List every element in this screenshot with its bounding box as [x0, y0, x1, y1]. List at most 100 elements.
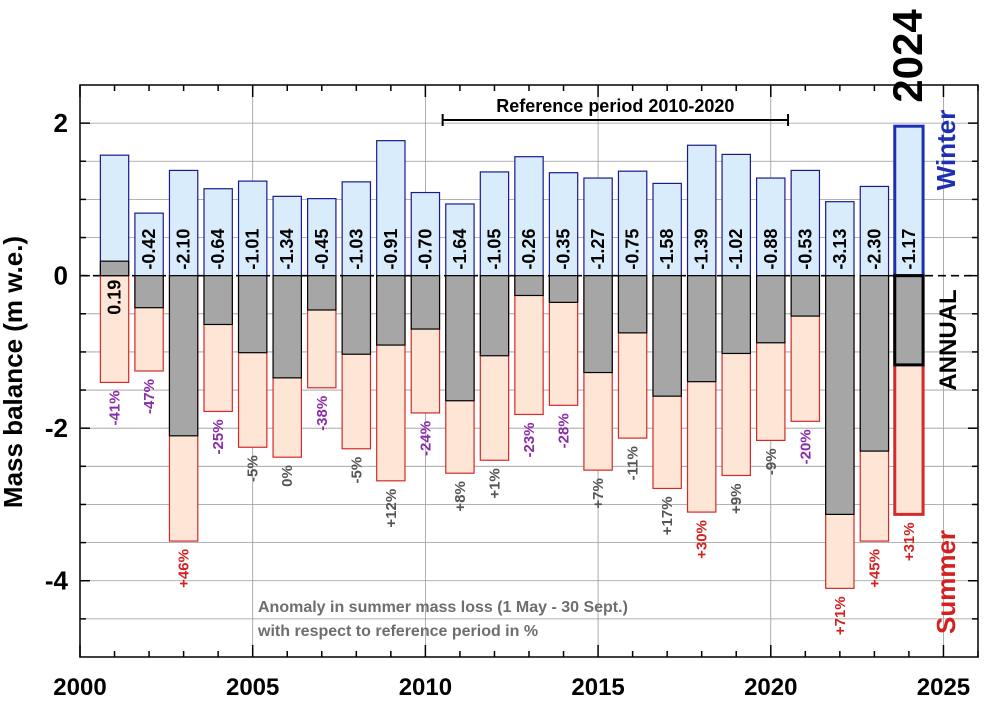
reference-period-label: Reference period 2010-2020	[496, 96, 734, 116]
annual-value-label: -2.10	[174, 229, 194, 270]
annual-bar-2003	[168, 275, 199, 437]
legend-winter: Winter	[931, 110, 961, 191]
x-tick-label: 2015	[571, 674, 624, 701]
annual-bar-2012	[479, 275, 510, 357]
annual-value-label: -0.70	[415, 229, 435, 270]
annual-bar-2010	[410, 275, 441, 330]
annual-value-label: -1.39	[692, 229, 712, 270]
annual-value-label: -1.02	[726, 229, 746, 270]
annual-bar-2016	[617, 275, 648, 334]
y-tick-label: 0	[54, 261, 68, 291]
annual-value-label: -1.34	[277, 229, 297, 270]
annual-value-label: -1.17	[899, 229, 919, 270]
anomaly-label: -5%	[245, 455, 262, 482]
anomaly-label: -24%	[417, 421, 434, 456]
annual-value-label: -0.75	[623, 229, 643, 270]
anomaly-label: -25%	[210, 419, 227, 454]
annual-bar-2011	[445, 275, 475, 402]
annual-value-label: -2.30	[864, 229, 884, 270]
annual-bar-2019	[721, 275, 751, 355]
anomaly-label: -11%	[625, 446, 642, 480]
annual-value-label: 0.19	[105, 280, 125, 315]
annual-bar-2007	[307, 275, 337, 311]
legend-summer: Summer	[931, 530, 961, 634]
y-tick-label: 2	[54, 108, 68, 138]
anomaly-label: +9%	[728, 483, 745, 513]
annual-value-label: -1.01	[243, 229, 263, 270]
anomaly-label: +8%	[452, 481, 469, 511]
annual-value-label: -0.91	[381, 229, 401, 270]
anomaly-label: +71%	[832, 596, 849, 635]
annotation-line-2: with respect to reference period in %	[257, 623, 538, 640]
annual-bar-2014	[548, 275, 579, 303]
anomaly-label: -9%	[763, 448, 780, 475]
winter-bar-2011	[445, 203, 475, 277]
anomaly-label: 0%	[279, 465, 296, 487]
winter-bar-2014	[548, 172, 579, 277]
anomaly-label: +1%	[486, 468, 503, 498]
x-tick-label: 2020	[744, 674, 797, 701]
bars	[99, 124, 925, 589]
x-tick-label: 2025	[917, 674, 970, 701]
winter-bar-2010	[410, 191, 441, 277]
annual-value-label: -1.03	[346, 229, 366, 270]
annual-bar-2008	[341, 275, 372, 355]
annual-value-label: -1.05	[484, 229, 504, 270]
annual-bar-2018	[686, 275, 717, 383]
annual-bar-2013	[514, 275, 544, 297]
annual-bar-2005	[237, 275, 268, 354]
bar-labels: 0.19 -41% -0.42 -47% -2.10 +46% -0.64 -25% -1.01…	[105, 229, 919, 636]
anomaly-label: +31%	[901, 522, 918, 561]
winter-bar-2003	[168, 169, 199, 277]
anomaly-label: +46%	[176, 549, 193, 588]
winter-bar-2022	[825, 201, 855, 277]
anomaly-label: +12%	[383, 489, 400, 528]
anomaly-label: +30%	[694, 520, 711, 559]
winter-bar-2015	[583, 177, 613, 277]
annual-bar-2001	[99, 260, 130, 277]
x-tick-label: 2000	[53, 674, 106, 701]
y-axis-title: Mass balance (m w.e.)	[0, 236, 28, 508]
y-tick-label: -4	[45, 566, 69, 596]
annual-bar-2024	[893, 274, 925, 367]
annual-value-label: -1.58	[657, 229, 677, 270]
anomaly-label: -23%	[521, 422, 538, 457]
annual-value-label: -1.64	[450, 229, 470, 270]
anomaly-label: +45%	[866, 549, 883, 588]
annual-bar-2004	[203, 275, 233, 326]
winter-bar-2007	[307, 198, 337, 277]
annual-bar-2020	[756, 275, 786, 344]
legend-annual: ANNUAL	[935, 289, 962, 390]
anomaly-label: +17%	[659, 496, 676, 535]
winter-bar-2013	[514, 156, 544, 277]
annual-value-label: -1.27	[588, 229, 608, 270]
x-tick-label: 2010	[399, 674, 452, 701]
anomaly-label: -47%	[141, 379, 158, 414]
anomaly-label: +7%	[590, 478, 607, 508]
plot-frame	[79, 84, 979, 658]
anomaly-label: -41%	[107, 390, 124, 425]
anomaly-label: -38%	[314, 396, 331, 431]
annual-bar-2009	[376, 275, 406, 346]
annual-value-label: -0.53	[795, 229, 815, 270]
highlight-year-label: 2024	[884, 9, 931, 103]
winter-bar-2008	[341, 181, 372, 277]
anomaly-label: -20%	[797, 429, 814, 464]
winter-bar-2024	[893, 124, 925, 278]
annual-bar-2017	[652, 275, 682, 397]
reference-period: Reference period 2010-2020	[441, 96, 790, 126]
annual-value-label: -0.64	[208, 229, 228, 270]
annual-bar-2006	[272, 275, 302, 379]
winter-bar-2006	[272, 195, 302, 277]
annual-value-label: -0.26	[519, 229, 539, 270]
annual-bar-2022	[825, 275, 855, 515]
winter-bar-2017	[652, 182, 682, 277]
anomaly-label: -5%	[348, 457, 365, 484]
y-tick-label: -2	[45, 413, 68, 443]
annual-bar-2023	[859, 275, 890, 452]
annual-value-label: -0.45	[312, 229, 332, 270]
x-tick-label: 2005	[226, 674, 279, 701]
winter-bar-2012	[479, 171, 510, 277]
annual-value-label: -0.88	[761, 229, 781, 270]
